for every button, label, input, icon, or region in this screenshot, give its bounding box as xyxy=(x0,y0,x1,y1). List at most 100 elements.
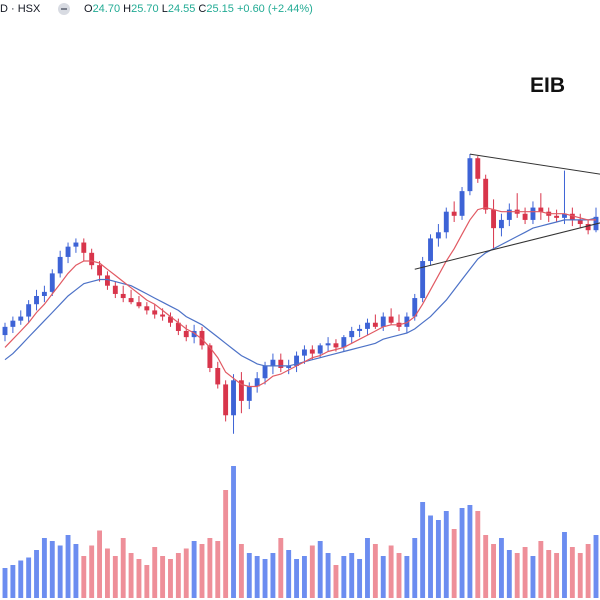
candle-body xyxy=(412,298,418,317)
volume-bar xyxy=(459,508,465,598)
volume-bar xyxy=(538,541,544,598)
candle-body xyxy=(349,330,355,338)
candle-body xyxy=(380,316,386,327)
volume-bar xyxy=(215,541,221,598)
moving-averages xyxy=(4,206,597,388)
volume-bar xyxy=(396,553,402,598)
candle-body xyxy=(152,310,158,315)
volume-bar xyxy=(104,548,110,598)
candle-body xyxy=(97,265,103,276)
candle-body xyxy=(317,345,323,354)
volume-bar xyxy=(301,556,307,598)
candle-body xyxy=(451,211,457,216)
volume-bar xyxy=(404,556,410,598)
candle-body xyxy=(136,302,142,307)
volume-bar xyxy=(294,559,300,598)
candle-body xyxy=(270,359,276,366)
candle-body xyxy=(506,209,512,220)
volume-bar xyxy=(357,559,363,598)
volume-bar xyxy=(278,538,284,598)
ohlc-readout: O24.70 H25.70 L24.55 C25.15 +0.60 (+2.44… xyxy=(84,3,313,15)
volume-bar xyxy=(286,550,292,598)
volume-bar xyxy=(2,568,8,598)
volume-bar xyxy=(152,547,158,598)
candle-body xyxy=(112,285,118,294)
chart-title: EIB xyxy=(530,74,566,97)
volume-bar xyxy=(309,545,315,598)
candle-body xyxy=(585,224,591,231)
volume-bar xyxy=(325,553,331,598)
volume-bar xyxy=(223,490,229,598)
candle-body xyxy=(34,296,39,305)
volume-bar xyxy=(569,547,575,598)
candle-body xyxy=(522,213,528,220)
volume-bar xyxy=(41,538,47,598)
candle-body xyxy=(26,304,32,317)
candle-body xyxy=(128,298,134,303)
candle-body xyxy=(10,320,16,327)
symbol-exchange[interactable]: D · HSX xyxy=(0,3,41,15)
candle-body xyxy=(530,207,536,220)
volume-bar xyxy=(546,550,552,598)
candle-body xyxy=(435,232,441,239)
volume-bar xyxy=(380,556,386,598)
candles xyxy=(2,154,599,434)
volume-bar xyxy=(207,538,213,598)
candle-body xyxy=(459,191,465,216)
volume-bar xyxy=(120,538,126,598)
candle-body xyxy=(207,345,213,368)
candle-body xyxy=(199,330,205,346)
candle-body xyxy=(475,158,481,179)
volume-bar xyxy=(144,565,150,598)
candle-body xyxy=(65,246,71,257)
candle-body xyxy=(183,330,189,338)
volume-bar xyxy=(593,535,599,598)
volume-bar xyxy=(443,511,449,598)
candle-body xyxy=(81,242,87,253)
high-value: 25.70 xyxy=(131,3,159,15)
change-value: +0.60 (+2.44%) xyxy=(236,3,313,15)
volume-bar xyxy=(175,553,181,598)
volume-bar xyxy=(451,529,457,598)
volume-bar xyxy=(136,559,142,598)
close-label: C xyxy=(198,3,207,15)
volume-bar xyxy=(585,544,591,598)
volume-bar xyxy=(57,545,63,598)
candle-body xyxy=(144,306,150,311)
volume-bar xyxy=(349,553,355,598)
volume-bar xyxy=(522,547,528,598)
candle-body xyxy=(498,219,504,229)
candle-body xyxy=(341,337,347,348)
volume-bar xyxy=(112,556,118,598)
open-value: 24.70 xyxy=(92,3,121,15)
candle-body xyxy=(246,386,252,401)
candle-body xyxy=(41,291,47,296)
volume-bar xyxy=(199,544,205,598)
volume-bar xyxy=(262,559,268,598)
volume-bar xyxy=(341,556,347,598)
volume-bar xyxy=(191,541,197,598)
volume-bar xyxy=(73,544,79,598)
candle-body xyxy=(372,322,378,327)
volume-bar xyxy=(49,541,55,598)
candle-body xyxy=(160,314,166,317)
candle-body xyxy=(491,209,497,229)
volume-bar xyxy=(475,511,481,598)
candle-body xyxy=(554,215,560,218)
candle-body xyxy=(562,213,567,218)
visibility-toggle-icon[interactable] xyxy=(58,3,70,15)
volume-bars xyxy=(2,466,599,598)
candle-body xyxy=(238,380,244,401)
volume-bar xyxy=(530,556,536,598)
candle-body xyxy=(357,328,363,331)
volume-bar xyxy=(97,530,103,598)
candle-body xyxy=(538,207,544,212)
candle-body xyxy=(120,293,126,299)
ma-fast-line xyxy=(4,206,596,388)
volume-bar xyxy=(435,520,441,598)
volume-bar xyxy=(18,560,24,598)
volume-bar xyxy=(10,565,16,598)
candle-body xyxy=(215,367,221,385)
candle-body xyxy=(254,378,260,387)
